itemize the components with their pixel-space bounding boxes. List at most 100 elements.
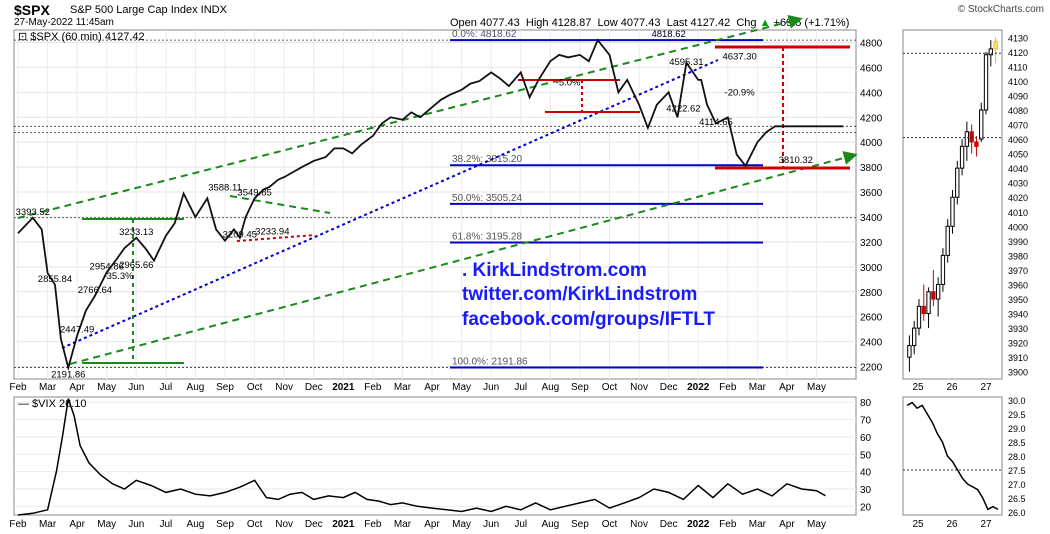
vix-y-tick-label: 20 xyxy=(860,502,872,513)
vix-gridlines xyxy=(14,401,856,507)
price-label: 2191.86 xyxy=(51,370,85,381)
inset-y-tick-label: 4110 xyxy=(1008,62,1027,72)
main-y-tick-label: 3400 xyxy=(860,213,883,224)
main-x-tick-label: May xyxy=(97,382,116,393)
open-value: 4077.43 xyxy=(479,17,520,29)
fib-label: 0.0%: 4818.62 xyxy=(452,29,517,40)
main-legend: ⊡ $SPX (60 min) 4127.42 xyxy=(18,31,145,43)
main-x-tick-label: Feb xyxy=(364,382,382,393)
open-label: Open xyxy=(450,17,477,29)
trend-channel xyxy=(17,14,858,365)
price-label: 3233.13 xyxy=(119,227,153,238)
high-value: 4128.87 xyxy=(551,17,592,29)
vix-x-tick-label: Nov xyxy=(275,519,293,530)
vix-x-tick-label: 2022 xyxy=(687,519,710,530)
main-y-tick-label: 3200 xyxy=(860,238,883,249)
inset-candle-body xyxy=(916,305,922,329)
price-label: 4818.62 xyxy=(651,29,685,40)
vix-inset-x-tick-label: 26 xyxy=(946,519,958,530)
chg-arrow-icon: ▲ xyxy=(759,17,771,29)
price-label: 3810.32 xyxy=(779,155,813,166)
price-label: 3233.94 xyxy=(255,227,289,238)
main-x-tick-label: Dec xyxy=(660,382,678,393)
high-label: High xyxy=(525,17,549,29)
main-y-tick-label: 2200 xyxy=(860,363,883,374)
vix-x-tick-label: Mar xyxy=(749,519,767,530)
inset-y-tick-label: 4000 xyxy=(1008,222,1028,232)
vix-inset-x-tick-label: 27 xyxy=(980,519,992,530)
main-x-tick-label: Apr xyxy=(424,382,440,393)
promo-link-website[interactable]: . KirkLindstrom.com xyxy=(462,260,647,281)
fib-label: 38.2%: 3815.20 xyxy=(452,154,522,165)
vix-y-axis: 20 30 40 50 60 70 80 xyxy=(860,398,872,513)
red-correction-markers xyxy=(236,45,850,242)
spx-price-line xyxy=(17,38,844,372)
price-label: 3549.85 xyxy=(237,187,271,198)
vix-inset-y-tick-label: 28.0 xyxy=(1008,452,1026,462)
price-label: 2954.86 xyxy=(90,261,124,272)
vix-x-tick-label: Apr xyxy=(424,519,440,530)
vix-x-tick-label: Dec xyxy=(305,519,323,530)
main-y-tick-label: 2600 xyxy=(860,313,883,324)
index-name: S&P 500 Large Cap Index INDX xyxy=(70,4,227,16)
fib-levels: 0.0%: 4818.62 38.2%: 3815.20 50.0%: 3505.2… xyxy=(450,29,763,369)
low-label: Low xyxy=(597,17,618,29)
promo-link-twitter[interactable]: twitter.com/KirkLindstrom xyxy=(462,284,697,305)
mini-trend-line xyxy=(229,195,331,214)
price-label: 4222.62 xyxy=(666,103,700,114)
inset-y-tick-label: 4040 xyxy=(1008,164,1028,174)
vix-line xyxy=(17,398,826,516)
inset-y-tick-label: 3910 xyxy=(1008,353,1028,363)
main-y-tick-label: 4800 xyxy=(860,38,883,49)
price-label: 2766.64 xyxy=(78,285,112,296)
price-label: -5.0% xyxy=(556,78,581,89)
main-x-tick-label: Mar xyxy=(39,382,57,393)
main-y-tick-label: 3000 xyxy=(860,263,883,274)
main-x-tick-label: Sep xyxy=(571,382,589,393)
upper-trend-line xyxy=(17,14,803,219)
inset-y-tick-label: 4100 xyxy=(1008,77,1028,87)
vix-panel-frame xyxy=(13,396,857,516)
price-label: 3588.11 xyxy=(208,183,242,194)
inset-y-tick-label: 4020 xyxy=(1008,193,1028,203)
inset-candle-body xyxy=(912,327,917,347)
vix-y-tick-label: 70 xyxy=(860,416,872,427)
vix-series xyxy=(17,398,826,516)
vix-x-tick-label: 2021 xyxy=(332,519,355,530)
inset-candle-body xyxy=(993,41,998,50)
vix-legend: — $VIX 26.10 xyxy=(18,398,87,410)
vix-y-tick-label: 60 xyxy=(860,433,872,444)
vix-inset-y-tick-label: 29.5 xyxy=(1008,410,1026,420)
price-label: 2855.84 xyxy=(38,274,72,285)
vix-x-tick-label: Mar xyxy=(394,519,412,530)
inset-candle-body xyxy=(921,305,926,315)
chg-label: Chg xyxy=(736,17,757,29)
main-x-tick-label: Oct xyxy=(247,382,263,393)
inset-candle-body xyxy=(926,291,931,315)
inset-candle-body xyxy=(983,54,989,111)
vix-x-tick-label: Feb xyxy=(719,519,737,530)
main-x-tick-label: Nov xyxy=(275,382,293,393)
vix-inset-y-axis: 26.0 26.5 27.0 27.5 28.0 28.5 29.0 29.5 30.0 xyxy=(903,396,1026,518)
price-label: 3209.45 xyxy=(223,230,257,241)
inset-y-axis: 3900 3910 3920 3930 3940 3950 3960 3970 3980 3990… xyxy=(903,33,1028,378)
inset-candle-body xyxy=(955,167,960,198)
credit-label: © StockCharts.com xyxy=(957,4,1044,15)
promo-link-facebook[interactable]: facebook.com/groups/IFTLT xyxy=(462,309,715,330)
vix-inset-x-axis: 25 26 27 xyxy=(912,519,992,530)
inset-candle-body xyxy=(945,225,950,256)
vix-inset-y-tick-label: 28.5 xyxy=(1008,438,1026,448)
inset-y-tick-label: 4030 xyxy=(1008,179,1028,189)
inset-y-tick-label: 3960 xyxy=(1008,280,1028,290)
main-y-axis: 2200 2400 2600 2800 3000 3200 3400 3600 3800 4000… xyxy=(860,38,883,373)
main-x-tick-label: Sep xyxy=(216,382,234,393)
inset-panel-frame xyxy=(902,29,1003,380)
vix-inset-series xyxy=(906,401,999,511)
vix-inset-y-tick-label: 26.5 xyxy=(1008,494,1026,504)
inset-y-tick-label: 3970 xyxy=(1008,266,1028,276)
inset-candle-body xyxy=(931,291,936,300)
main-price-series xyxy=(17,38,844,372)
vix-x-tick-label: Jun xyxy=(483,519,499,530)
vix-inset-frame xyxy=(902,396,1003,516)
